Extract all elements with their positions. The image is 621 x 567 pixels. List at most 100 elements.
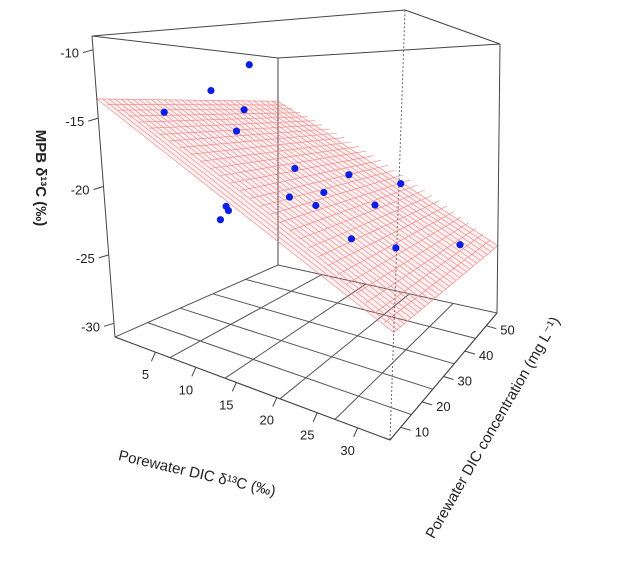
plane-mesh-line xyxy=(200,141,352,162)
floor-grid-line xyxy=(334,303,454,420)
plane-mesh-line xyxy=(138,99,419,313)
floor-grid-line xyxy=(224,283,366,379)
data-point xyxy=(160,108,168,116)
x-tick-label: 15 xyxy=(219,397,233,412)
data-point xyxy=(392,244,400,252)
floor-grid-line xyxy=(212,293,455,365)
plane-mesh-line xyxy=(120,99,408,322)
plane-mesh-line xyxy=(108,98,401,327)
plane-mesh-line xyxy=(223,100,467,273)
y-tick-mark xyxy=(486,325,497,330)
plane-mesh-line xyxy=(144,99,422,310)
plane-mesh-line xyxy=(253,100,485,258)
plane-mesh-line xyxy=(235,100,474,267)
z-tick-mark xyxy=(98,254,109,259)
regression-plane xyxy=(96,98,498,333)
data-point xyxy=(320,188,328,197)
y-tick-mark xyxy=(443,376,454,380)
plane-mesh-line xyxy=(211,100,460,278)
data-point xyxy=(456,241,464,249)
z-axis-title: MPB δ¹³C (‰) xyxy=(32,130,49,227)
z-tick-mark xyxy=(88,117,99,122)
plane-mesh-line xyxy=(250,164,389,199)
plane-mesh-line xyxy=(126,99,412,319)
data-point xyxy=(347,235,356,243)
plane-mesh-line xyxy=(150,99,426,307)
x-axis: 5 10 15 20 25 30 xyxy=(142,351,359,458)
plane-mesh-line xyxy=(149,120,315,129)
plane-mesh-line xyxy=(138,116,308,123)
plane-mesh-line xyxy=(346,216,462,285)
y-tick-label: 40 xyxy=(479,348,493,363)
y-axis: 10 20 30 40 50 xyxy=(400,323,515,439)
plane-mesh-line xyxy=(107,104,286,106)
data-points xyxy=(160,61,464,252)
x-tick-mark xyxy=(231,382,237,392)
z-axis: -10 -15 -20 -25 -30 xyxy=(60,46,115,334)
x-tick-label: 20 xyxy=(260,413,274,428)
regression-plane-fill xyxy=(96,98,498,333)
x-tick-label: 5 xyxy=(142,367,149,382)
plane-mesh-line xyxy=(393,245,498,333)
y-tick-mark xyxy=(464,350,476,355)
floor-grid-line xyxy=(245,278,476,339)
box-edge xyxy=(91,35,279,59)
floor-grid-line xyxy=(114,264,279,338)
plane-mesh-line xyxy=(132,99,415,316)
plane-mesh-line xyxy=(337,211,455,275)
box-edge xyxy=(91,9,406,37)
data-point xyxy=(232,127,241,135)
data-point xyxy=(216,216,225,224)
plane-mesh-line xyxy=(230,155,374,184)
plane-mesh-line xyxy=(259,100,488,255)
floor-grid-line xyxy=(180,307,433,390)
y-tick-label: 30 xyxy=(458,374,472,389)
box-edge xyxy=(277,43,501,59)
data-point xyxy=(371,201,379,209)
plane-mesh-line xyxy=(157,99,429,304)
x-tick-label: 30 xyxy=(340,443,354,458)
data-point xyxy=(207,86,215,95)
plane-mesh-line xyxy=(240,160,382,191)
plane-mesh-line xyxy=(163,99,433,301)
z-tick-mark xyxy=(103,322,115,327)
plane-mesh-line xyxy=(318,200,440,257)
y-tick-label: 10 xyxy=(415,424,429,439)
data-point xyxy=(291,164,299,173)
box-edge xyxy=(404,9,501,45)
z-tick-mark xyxy=(93,186,104,190)
plane-mesh-line xyxy=(205,100,457,281)
data-point xyxy=(312,201,320,210)
plane-mesh-line xyxy=(308,195,433,249)
plane-mesh-line xyxy=(279,179,411,223)
plane-mesh-line xyxy=(365,228,477,304)
data-point xyxy=(345,171,353,179)
y-tick-mark xyxy=(421,401,433,406)
plane-mesh-line xyxy=(96,98,394,333)
data-point xyxy=(224,206,233,215)
x-tick-label: 10 xyxy=(179,382,193,397)
plane-mesh-line xyxy=(181,99,443,293)
z-tick-label: -10 xyxy=(60,46,79,61)
data-point xyxy=(240,106,248,114)
x-tick-mark xyxy=(272,397,278,407)
plane-mesh-line xyxy=(229,100,471,270)
z-tick-label: -25 xyxy=(76,251,95,266)
y-tick-label: 20 xyxy=(436,399,450,414)
x-tick-label: 25 xyxy=(300,428,314,443)
x-tick-mark xyxy=(191,367,197,377)
z-tick-label: -30 xyxy=(81,319,100,334)
plane-mesh-line xyxy=(217,100,464,275)
plane-mesh-line xyxy=(114,98,405,325)
plane-mesh-line xyxy=(375,233,484,313)
plane-mesh-line xyxy=(384,239,491,323)
floor-grid-line xyxy=(147,322,412,416)
floor-grid-line xyxy=(169,274,323,359)
x-tick-mark xyxy=(312,412,318,422)
plane-mesh-line xyxy=(271,100,495,249)
z-tick-label: -15 xyxy=(65,114,84,129)
z-tick-mark xyxy=(82,49,94,54)
plane-mesh-line xyxy=(169,128,330,142)
data-point xyxy=(245,61,253,69)
